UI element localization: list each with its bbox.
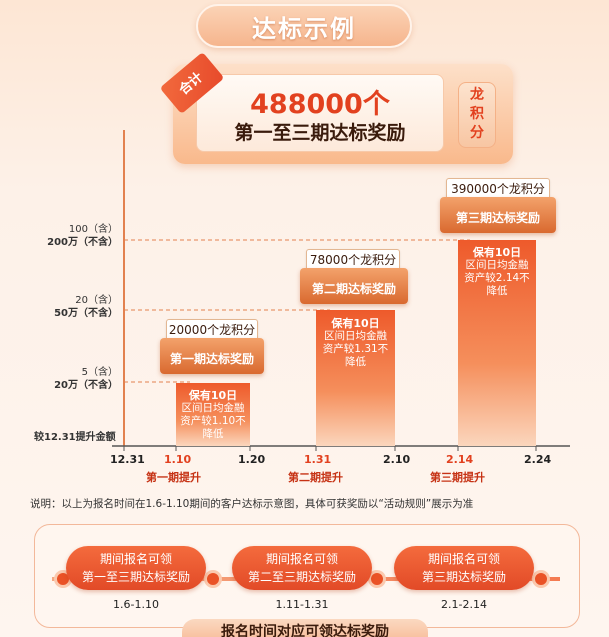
timeline-date-3: 2.1-2.14	[441, 598, 487, 611]
timeline-date-2: 1.11-1.31	[275, 598, 329, 611]
page-title: 达标示例	[252, 15, 356, 43]
bar-phase3-text: 保有10日 区间日均金融 资产较2.14不 降低	[458, 246, 536, 298]
reward-label-phase1: 第一期达标奖励	[169, 352, 254, 366]
x-label: 2.24	[524, 453, 552, 466]
bar-text-line: 区间日均金融	[465, 259, 529, 271]
reward-label-phase2: 第二期达标奖励	[311, 282, 396, 296]
timeline-pill-line: 第一至三期达标奖励	[81, 570, 190, 584]
chart-axes	[112, 130, 570, 451]
phase-label-3: 第三期提升	[430, 471, 485, 484]
phase-label-1: 第一期提升	[146, 471, 201, 484]
y-label-tier1-line1: 5（含）	[81, 367, 118, 378]
y-base-label: 较12.31提升金额	[34, 432, 116, 443]
bar-phase1	[176, 383, 250, 446]
y-label-tier1: 5（含） 20万（不含）	[40, 366, 118, 392]
timeline-pill-1: 期间报名可领 第一至三期达标奖励	[66, 546, 206, 590]
phase-label-2: 第二期提升	[288, 471, 343, 484]
bar-text-line: 降低	[202, 428, 224, 440]
x-label: 1.10	[164, 453, 192, 466]
timeline-dot	[532, 570, 550, 588]
timeline-pill-line: 期间报名可领	[99, 552, 172, 566]
timeline-pill-line: 第二至三期达标奖励	[247, 570, 356, 584]
bar-phase3	[458, 240, 536, 446]
x-label: 2.14	[446, 453, 474, 466]
total-amount: 488000个	[250, 89, 390, 120]
x-label: 1.31	[304, 453, 332, 466]
x-label: 2.10	[383, 453, 411, 466]
timeline-pill-line: 第三期达标奖励	[421, 570, 506, 584]
bar-text-line: 资产较2.14不	[464, 272, 530, 284]
bar-text-line: 保有10日	[188, 389, 238, 402]
timeline-pill-3: 期间报名可领 第三期达标奖励	[394, 546, 534, 590]
y-label-tier3-line2: 200万（不含）	[47, 237, 118, 248]
reward-envelope-phase1	[160, 338, 264, 374]
timeline-pill-2: 期间报名可领 第二至三期达标奖励	[232, 546, 372, 590]
bar-phase2-text: 保有10日 区间日均金融 资产较1.31不 降低	[316, 317, 395, 369]
reward-envelope-phase3	[440, 197, 556, 233]
y-label-tier2-line1: 20（含）	[75, 295, 118, 306]
x-label: 12.31	[110, 453, 145, 466]
y-label-tier3: 100（含） 200万（不含）	[40, 223, 118, 249]
explanation-note: 说明：以上为报名时间在1.6-1.10期间的客户达标示意图，具体可获奖励以“活动…	[30, 498, 474, 510]
bar-phase1-text: 保有10日 区间日均金融 资产较1.10不 降低	[176, 389, 250, 441]
points-badge-label: 龙积分	[458, 86, 496, 143]
bottom-banner	[182, 619, 428, 637]
bar-text-line: 保有10日	[472, 246, 522, 259]
points-badge-char: 积	[470, 106, 484, 122]
reward-amount-phase1: 20000个龙积分	[166, 319, 258, 341]
total-inner-panel	[196, 74, 444, 152]
y-label-tier3-line1: 100（含）	[68, 224, 118, 235]
total-subtitle: 第一至三期达标奖励	[234, 122, 406, 144]
reward-envelope-phase2	[300, 268, 408, 304]
y-label-tier1-line2: 20万（不含）	[54, 380, 118, 391]
y-label-tier2-line2: 50万（不含）	[54, 308, 118, 319]
x-label: 1.20	[238, 453, 266, 466]
points-badge-char: 龙	[470, 87, 484, 103]
points-badge-char: 分	[470, 125, 484, 141]
bar-text-line: 降低	[486, 285, 508, 297]
bar-text-line: 区间日均金融	[324, 330, 387, 342]
reward-label-phase3: 第三期达标奖励	[455, 211, 540, 225]
points-badge	[458, 82, 496, 148]
bar-text-line: 区间日均金融	[181, 402, 245, 414]
bar-text-line: 降低	[345, 356, 366, 368]
timeline-pill-line: 期间报名可领	[265, 552, 338, 566]
bar-text-line: 资产较1.31不	[322, 343, 389, 355]
bar-phase2	[316, 310, 395, 446]
timeline-date-1: 1.6-1.10	[113, 598, 159, 611]
timeline-dot	[204, 570, 222, 588]
header-ribbon	[196, 4, 412, 48]
timeline-pill-line: 期间报名可领	[427, 552, 500, 566]
bar-text-line: 资产较1.10不	[180, 415, 246, 427]
bar-text-line: 保有10日	[331, 317, 380, 330]
bottom-banner-label: 报名时间对应可领达标奖励	[221, 624, 389, 637]
timeline-dot	[368, 570, 386, 588]
y-label-tier2: 20（含） 50万（不含）	[40, 294, 118, 320]
